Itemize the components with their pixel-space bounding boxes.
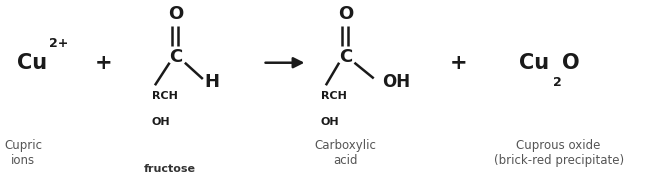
Text: RCH: RCH xyxy=(152,91,178,101)
Text: C: C xyxy=(170,48,183,66)
Text: Cupric
ions: Cupric ions xyxy=(4,139,43,167)
Text: C: C xyxy=(339,48,352,66)
Text: Cuprous oxide
(brick-red precipitate): Cuprous oxide (brick-red precipitate) xyxy=(493,139,624,167)
Text: OH: OH xyxy=(382,73,410,91)
Text: 2+: 2+ xyxy=(49,37,68,50)
Text: +: + xyxy=(94,53,112,73)
Text: OH: OH xyxy=(321,116,339,127)
Text: fructose: fructose xyxy=(144,163,196,174)
Text: Cu: Cu xyxy=(519,53,549,73)
Text: OH: OH xyxy=(152,116,170,127)
Text: O: O xyxy=(338,5,353,23)
Text: H: H xyxy=(204,73,219,91)
Text: +: + xyxy=(450,53,467,73)
Text: O: O xyxy=(169,5,184,23)
Text: O: O xyxy=(562,53,580,73)
Text: RCH: RCH xyxy=(321,91,346,101)
Text: Carboxylic
acid: Carboxylic acid xyxy=(315,139,377,167)
Text: Cu: Cu xyxy=(17,53,47,73)
Text: 2: 2 xyxy=(553,76,561,89)
